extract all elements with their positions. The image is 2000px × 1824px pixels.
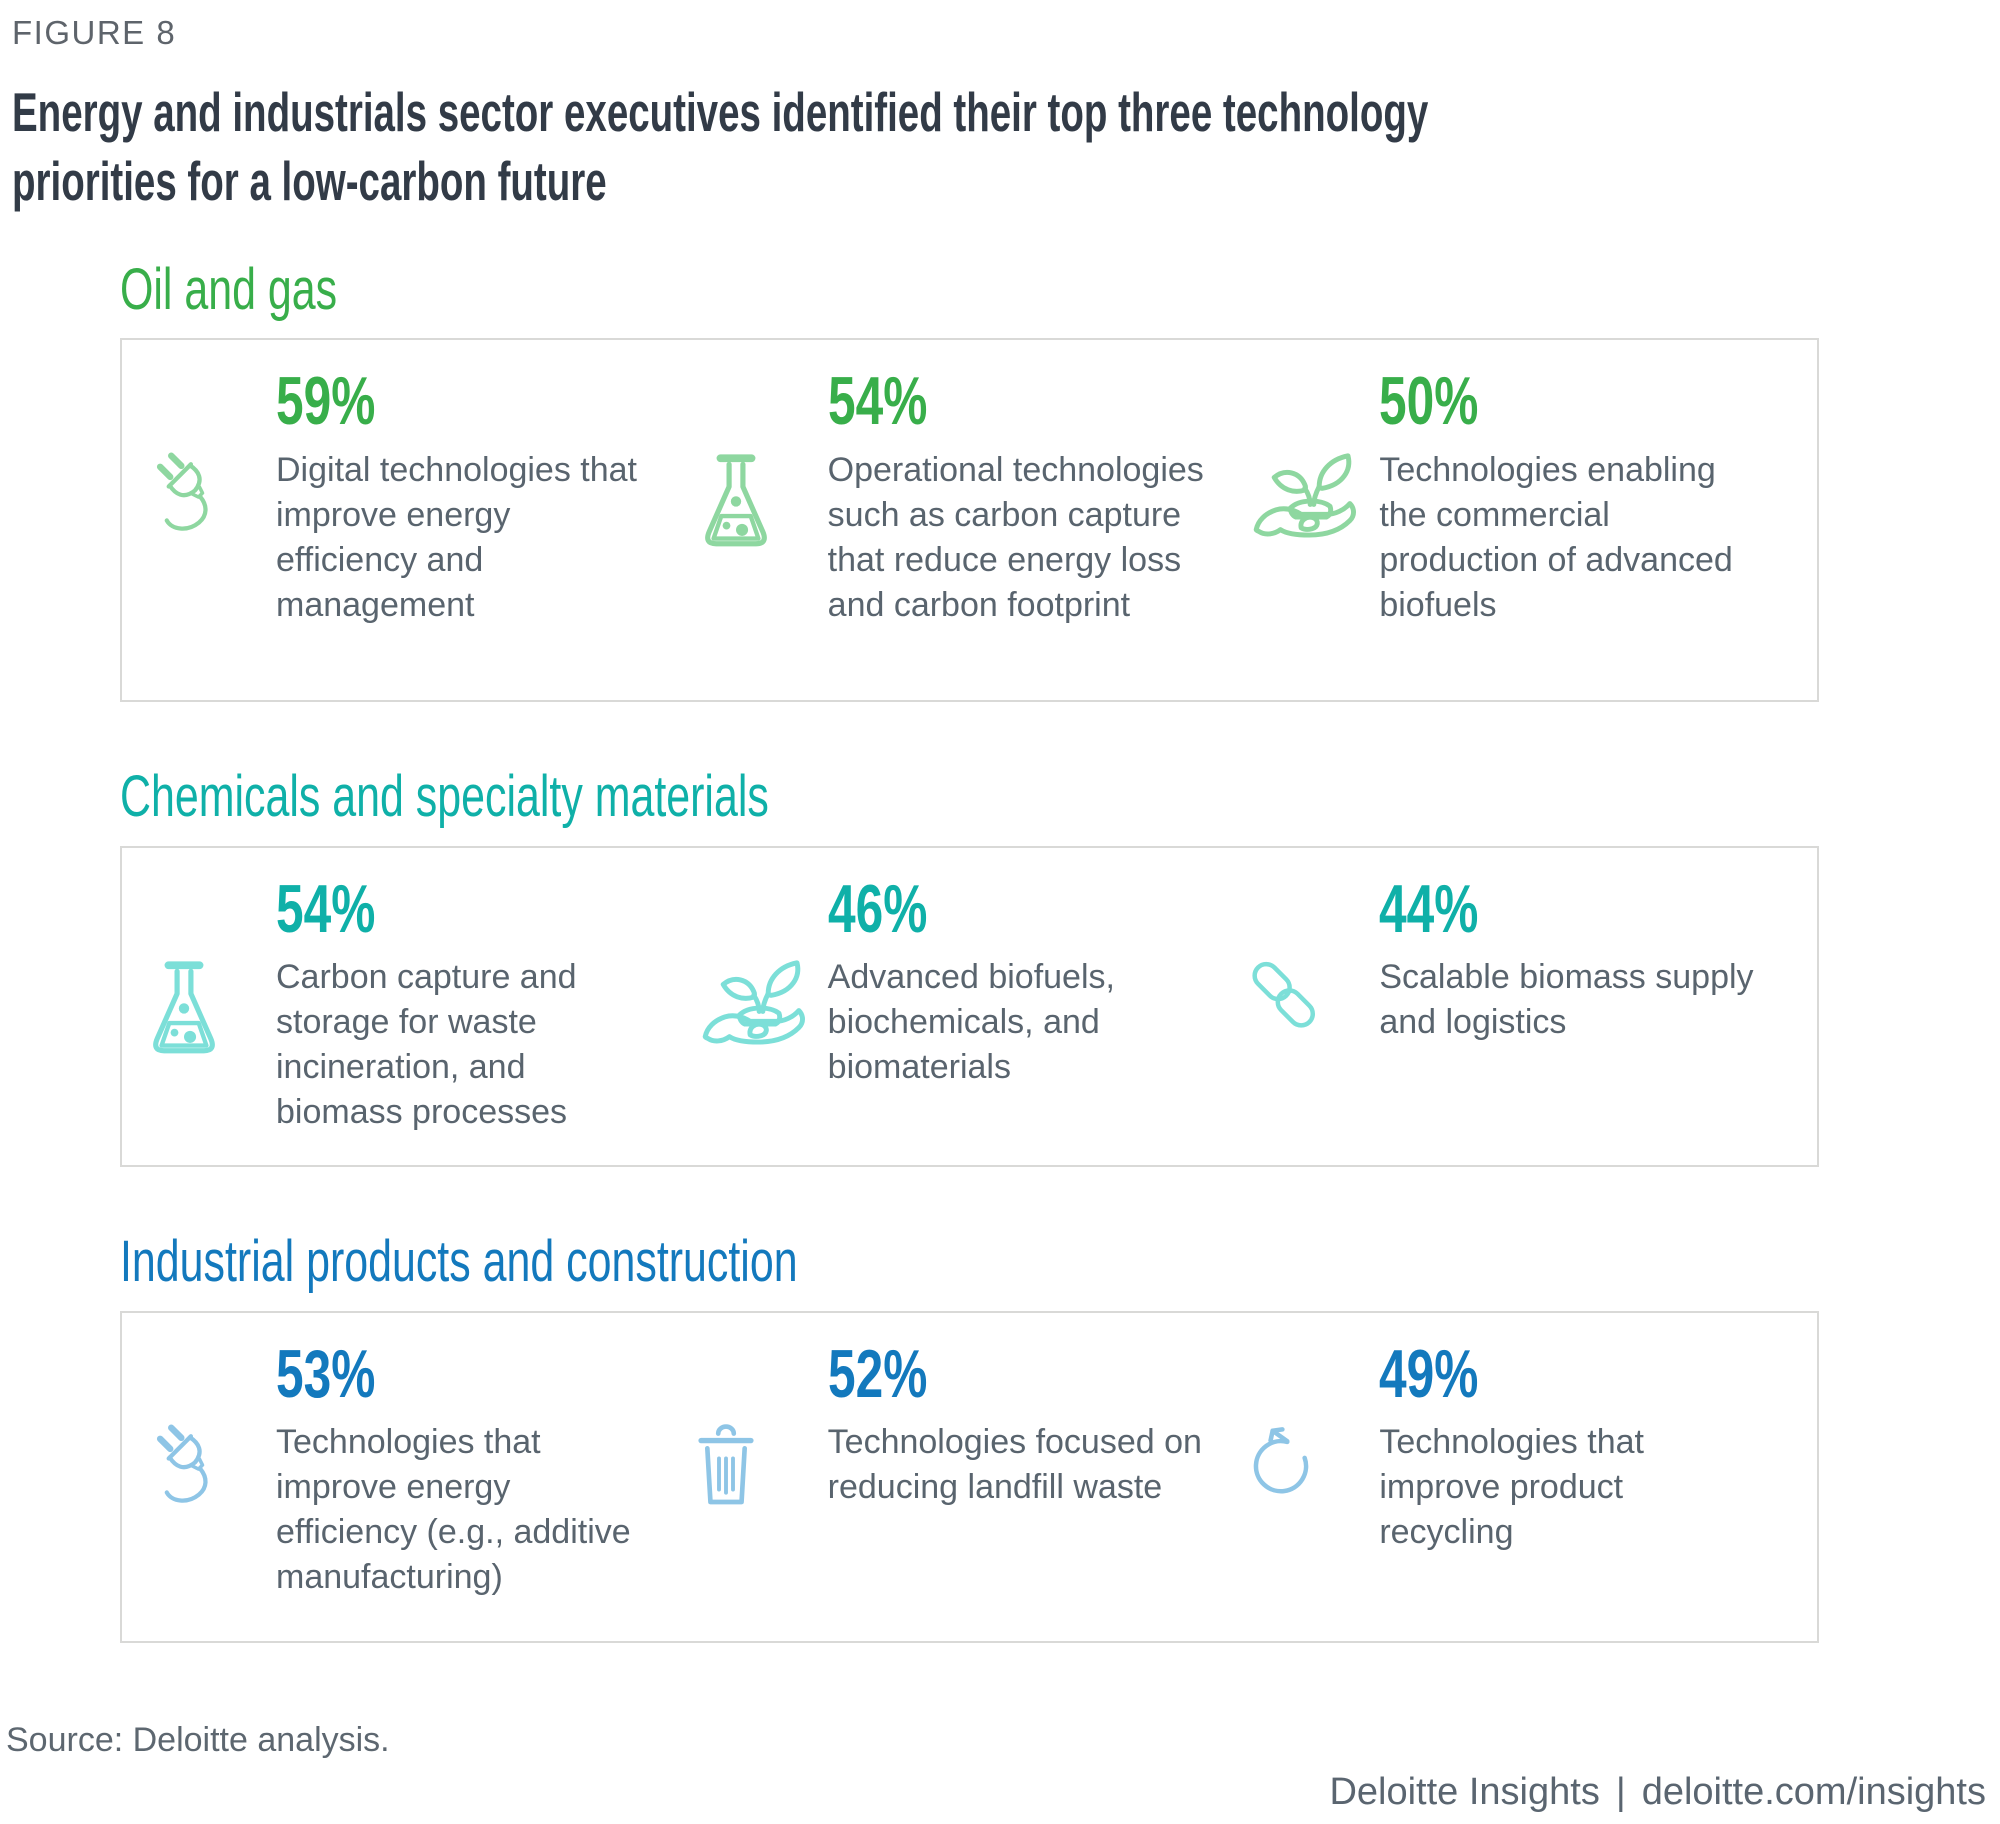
section-heading: Industrial products and construction (120, 1229, 798, 1295)
stat-item: 50% Technologies enabling the commercial… (1249, 363, 1787, 670)
stat-description: Technologies that improve product recycl… (1379, 1423, 1644, 1552)
stat-item: 46% Advanced biofuels, biochemicals, and… (698, 870, 1236, 1135)
trash-icon (698, 1424, 754, 1510)
stat-value: 50% (1379, 363, 1479, 440)
stat-item: 54% Operational technologies such as car… (698, 363, 1236, 670)
stat-value: 52% (827, 1335, 928, 1412)
plug-icon (146, 452, 214, 534)
section-oil-and-gas: Oil and gas 59% Digital technologies tha… (120, 255, 1819, 703)
stat-value: 59% (276, 363, 376, 440)
stat-item: 53% Technologies that improve energy eff… (146, 1335, 684, 1611)
stat-value: 54% (276, 870, 376, 947)
stat-description: Technologies that improve energy efficie… (276, 1423, 631, 1597)
section-heading: Chemicals and specialty materials (120, 764, 769, 830)
stat-description: Carbon capture and storage for waste inc… (276, 958, 577, 1132)
stats-panel: 59% Digital technologies that improve en… (120, 338, 1819, 703)
stat-description: Digital technologies that improve energy… (276, 450, 638, 624)
stat-description: Advanced biofuels, biochemicals, and bio… (827, 958, 1115, 1087)
flask-icon (146, 959, 222, 1063)
section-industrial: Industrial products and construction 53%… (120, 1227, 1819, 1643)
brand-name: Deloitte Insights (1329, 1771, 1600, 1813)
stats-panel: 54% Carbon capture and storage for waste… (120, 845, 1819, 1168)
stat-value: 53% (276, 1335, 376, 1412)
page-title: Energy and industrials sector executives… (12, 81, 1429, 213)
stat-item: 49% Technologies that improve product re… (1249, 1335, 1787, 1611)
stat-item: 54% Carbon capture and storage for waste… (146, 870, 684, 1135)
stats-panel: 53% Technologies that improve energy eff… (120, 1310, 1819, 1643)
stat-value: 49% (1379, 1335, 1479, 1412)
stat-description: Technologies enabling the commercial pro… (1379, 450, 1733, 624)
stat-value: 46% (827, 870, 928, 947)
stat-value: 44% (1379, 870, 1479, 947)
chain-icon (1249, 959, 1321, 1035)
stat-description: Scalable biomass supply and logistics (1379, 958, 1754, 1042)
seedling-hand-icon (1249, 452, 1375, 556)
plug-icon (146, 1424, 214, 1506)
stat-description: Operational technologies such as carbon … (827, 450, 1204, 624)
separator: | (1615, 1771, 1626, 1813)
figure-page: FIGURE 8 Energy and industrials sector e… (0, 14, 2000, 1824)
recycle-icon (1249, 1424, 1313, 1496)
stat-description: Technologies focused on reducing landfil… (827, 1423, 1202, 1507)
stat-item: 52% Technologies focused on reducing lan… (698, 1335, 1236, 1611)
stat-item: 59% Digital technologies that improve en… (146, 363, 684, 670)
section-chemicals: Chemicals and specialty materials 54% Ca… (120, 762, 1819, 1168)
source-note: Source: Deloitte analysis. (6, 1720, 390, 1759)
section-heading: Oil and gas (120, 256, 338, 322)
figure-label: FIGURE 8 (12, 14, 177, 51)
seedling-hand-icon (698, 959, 824, 1063)
stat-item: 44% Scalable biomass supply and logistic… (1249, 870, 1787, 1135)
site-link[interactable]: deloitte.com/insights (1641, 1771, 1986, 1813)
footer: Deloitte Insights | deloitte.com/insights (1329, 1771, 1986, 1814)
flask-icon (698, 452, 774, 556)
stat-value: 54% (827, 363, 928, 440)
